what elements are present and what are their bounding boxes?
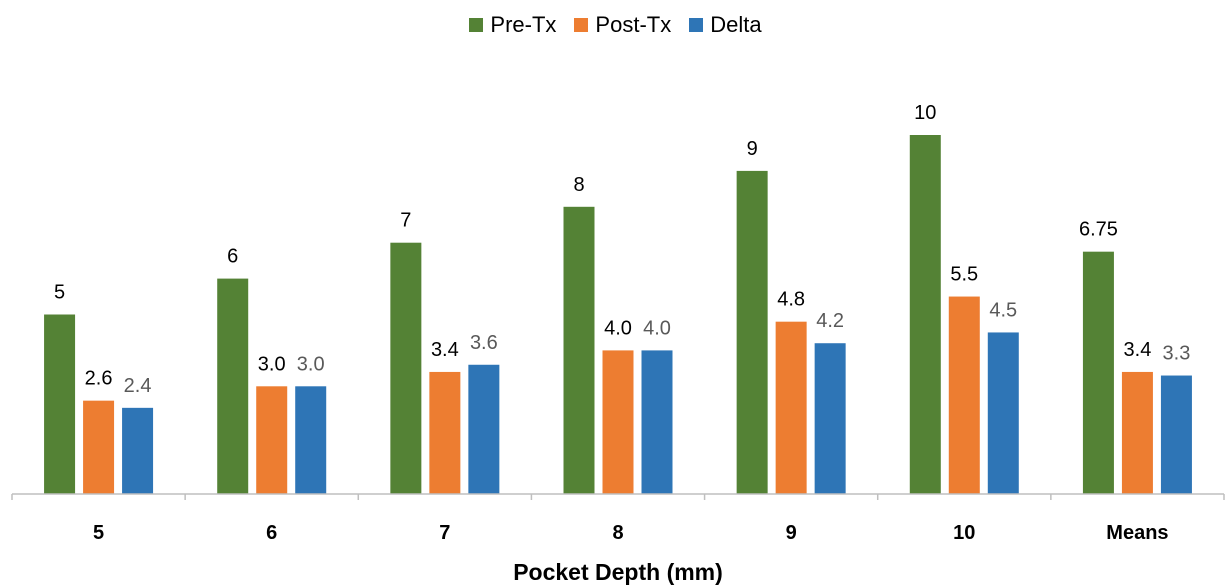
value-labels-group: 5 2.6 2.4 6 3.0 3.0 7 3.4 3.6 8 4.0 4.0 9 4.8 4.2 10 5.5… (54, 102, 1190, 397)
bar-delta-9 (814, 343, 846, 494)
bar-post-tx-7 (429, 371, 461, 494)
legend-item-pre-tx: Pre-Tx (469, 12, 556, 38)
bar-pre-tx-10 (909, 135, 941, 494)
bar-post-tx-9 (775, 321, 807, 494)
category-label-5: 5 (93, 522, 104, 544)
value-label-delta-means: 3.3 (1163, 343, 1191, 365)
value-label-pre-tx-9: 9 (747, 138, 758, 160)
value-label-delta-6: 3.0 (297, 353, 325, 375)
category-label-8: 8 (612, 522, 623, 544)
bar-post-tx-means (1121, 371, 1153, 494)
bar-pre-tx-9 (736, 170, 768, 494)
value-label-delta-7: 3.6 (470, 332, 498, 354)
value-label-post-tx-means: 3.4 (1124, 339, 1152, 361)
value-label-delta-8: 4.0 (643, 317, 671, 339)
value-label-post-tx-8: 4.0 (604, 317, 632, 339)
value-label-post-tx-10: 5.5 (950, 264, 978, 286)
x-axis-title: Pocket Depth (mm) (513, 559, 723, 585)
legend-label-delta: Delta (710, 12, 762, 37)
value-label-delta-9: 4.2 (816, 310, 844, 332)
bar-post-tx-10 (948, 296, 980, 494)
value-label-pre-tx-means: 6.75 (1079, 219, 1118, 241)
bar-delta-6 (295, 386, 327, 494)
value-label-post-tx-6: 3.0 (258, 353, 286, 375)
bar-pre-tx-8 (563, 206, 595, 495)
x-ticks-group (11, 494, 1225, 500)
legend-item-post-tx: Post-Tx (574, 12, 671, 38)
value-label-pre-tx-7: 7 (400, 210, 411, 232)
value-label-post-tx-7: 3.4 (431, 339, 459, 361)
bar-delta-8 (641, 350, 673, 494)
category-label-7: 7 (439, 522, 450, 544)
legend-label-pre-tx: Pre-Tx (490, 12, 557, 37)
bar-delta-means (1160, 375, 1192, 494)
category-label-10: 10 (953, 522, 975, 544)
bar-delta-7 (468, 364, 500, 494)
value-label-pre-tx-8: 8 (573, 174, 584, 196)
bar-post-tx-8 (602, 350, 634, 494)
legend-swatch-post-tx (574, 18, 589, 32)
bar-post-tx-6 (256, 386, 288, 494)
category-labels-group: 5 6 7 8 9 10 Means (93, 522, 1169, 544)
bar-pre-tx-5 (44, 314, 76, 494)
category-label-9: 9 (786, 522, 797, 544)
bar-pre-tx-means (1082, 251, 1114, 494)
legend-item-delta: Delta (689, 12, 762, 38)
value-label-delta-5: 2.4 (124, 375, 152, 397)
category-label-6: 6 (266, 522, 277, 544)
value-label-pre-tx-5: 5 (54, 282, 65, 304)
bar-delta-5 (122, 407, 154, 494)
bar-post-tx-5 (83, 400, 115, 494)
category-label-means: Means (1106, 522, 1168, 544)
bar-delta-10 (987, 332, 1019, 494)
bars-group (44, 135, 1192, 495)
value-label-post-tx-5: 2.6 (85, 368, 113, 390)
legend-swatch-delta (689, 18, 704, 32)
value-label-pre-tx-6: 6 (227, 246, 238, 268)
value-label-post-tx-9: 4.8 (777, 289, 805, 311)
legend-label-post-tx: Post-Tx (595, 12, 672, 37)
value-label-pre-tx-10: 10 (914, 102, 936, 124)
legend-swatch-pre-tx (469, 18, 484, 32)
bar-pre-tx-7 (390, 242, 422, 494)
chart-legend: Pre-Tx Post-Tx Delta (0, 12, 1231, 38)
bar-pre-tx-6 (217, 278, 249, 494)
value-label-delta-10: 4.5 (989, 299, 1017, 321)
